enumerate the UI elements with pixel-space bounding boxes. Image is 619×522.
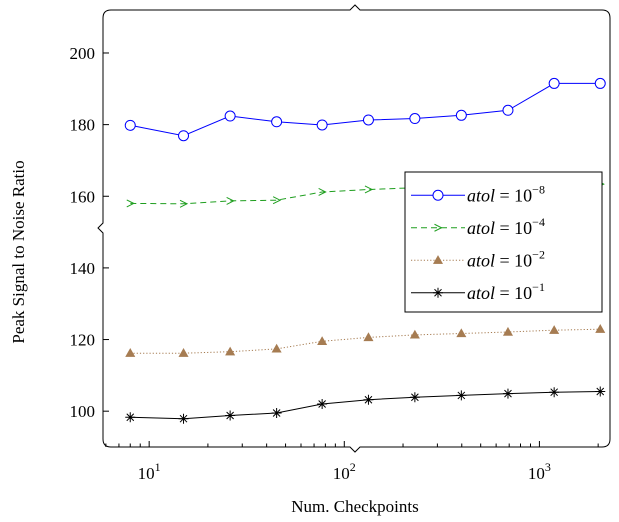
x-tick-label: 102	[333, 460, 356, 483]
data-point	[317, 399, 328, 410]
data-point	[125, 412, 136, 423]
series-line	[130, 328, 601, 354]
legend-marker	[432, 255, 444, 264]
data-point	[317, 336, 328, 346]
data-point	[125, 348, 136, 357]
legend-marker	[434, 223, 443, 232]
series-layer	[124, 77, 606, 424]
y-axis-label: Peak Signal to Noise Ratio	[9, 160, 28, 343]
legend-marker	[432, 189, 444, 201]
series-3	[125, 324, 606, 357]
data-point	[549, 325, 560, 334]
legend-label: atol = 10−4	[467, 215, 545, 238]
legend-entry: atol = 10−8	[411, 182, 545, 205]
data-point	[271, 116, 283, 128]
data-point	[502, 326, 513, 336]
legend: atol = 10−8 atol = 10−4 atol = 10−2 atol = …	[404, 171, 603, 313]
y-axis-ticks: 100 120 140 160 180 200	[70, 44, 109, 421]
data-point	[594, 77, 606, 89]
data-point	[124, 119, 136, 131]
data-point	[225, 346, 236, 356]
y-tick-label: 120	[70, 331, 96, 350]
data-point	[225, 410, 236, 421]
data-point	[595, 386, 606, 397]
series-line	[130, 391, 601, 420]
data-point	[364, 185, 374, 194]
data-point	[549, 387, 560, 398]
data-point	[456, 390, 467, 401]
y-tick-label: 140	[70, 259, 96, 278]
legend-label: atol = 10−2	[467, 247, 545, 270]
legend-entry: atol = 10−4	[411, 215, 545, 238]
plot-border	[97, 4, 611, 453]
legend-marker	[433, 287, 443, 298]
y-tick-label: 160	[70, 187, 96, 206]
data-point	[179, 199, 189, 208]
data-point	[595, 324, 606, 333]
x-tick-label: 103	[528, 460, 551, 483]
data-point	[224, 110, 236, 122]
data-point	[502, 388, 513, 399]
y-tick-label: 100	[70, 402, 96, 421]
data-point	[363, 394, 374, 405]
data-point	[226, 196, 235, 205]
data-point	[272, 196, 282, 205]
x-axis-ticks: 101 102 103	[105, 441, 599, 483]
series-4	[125, 386, 606, 424]
x-tick-label: 101	[138, 460, 161, 483]
legend-label: atol = 10−8	[467, 182, 545, 205]
data-point	[316, 119, 328, 131]
data-point	[178, 348, 189, 357]
data-point	[409, 329, 420, 339]
data-point	[178, 130, 190, 142]
series-1	[124, 77, 606, 142]
data-point	[178, 413, 189, 424]
data-point	[502, 104, 514, 116]
data-point	[363, 332, 374, 342]
data-point	[455, 109, 467, 121]
data-point	[271, 343, 282, 353]
plot-frame	[97, 4, 611, 453]
data-point	[548, 77, 560, 89]
data-point	[126, 199, 135, 208]
x-axis-label: Num. Checkpoints	[291, 497, 419, 516]
legend-label: atol = 10−1	[467, 280, 545, 303]
data-point	[271, 407, 282, 418]
data-point	[456, 328, 467, 338]
data-point	[409, 392, 420, 403]
data-point	[318, 188, 327, 196]
series-line	[130, 82, 601, 137]
legend-entry: atol = 10−2	[411, 247, 545, 270]
data-point	[362, 114, 374, 126]
y-tick-label: 200	[70, 44, 96, 63]
legend-entry: atol = 10−1	[411, 280, 545, 303]
data-point	[409, 113, 421, 125]
y-tick-label: 180	[70, 116, 96, 135]
